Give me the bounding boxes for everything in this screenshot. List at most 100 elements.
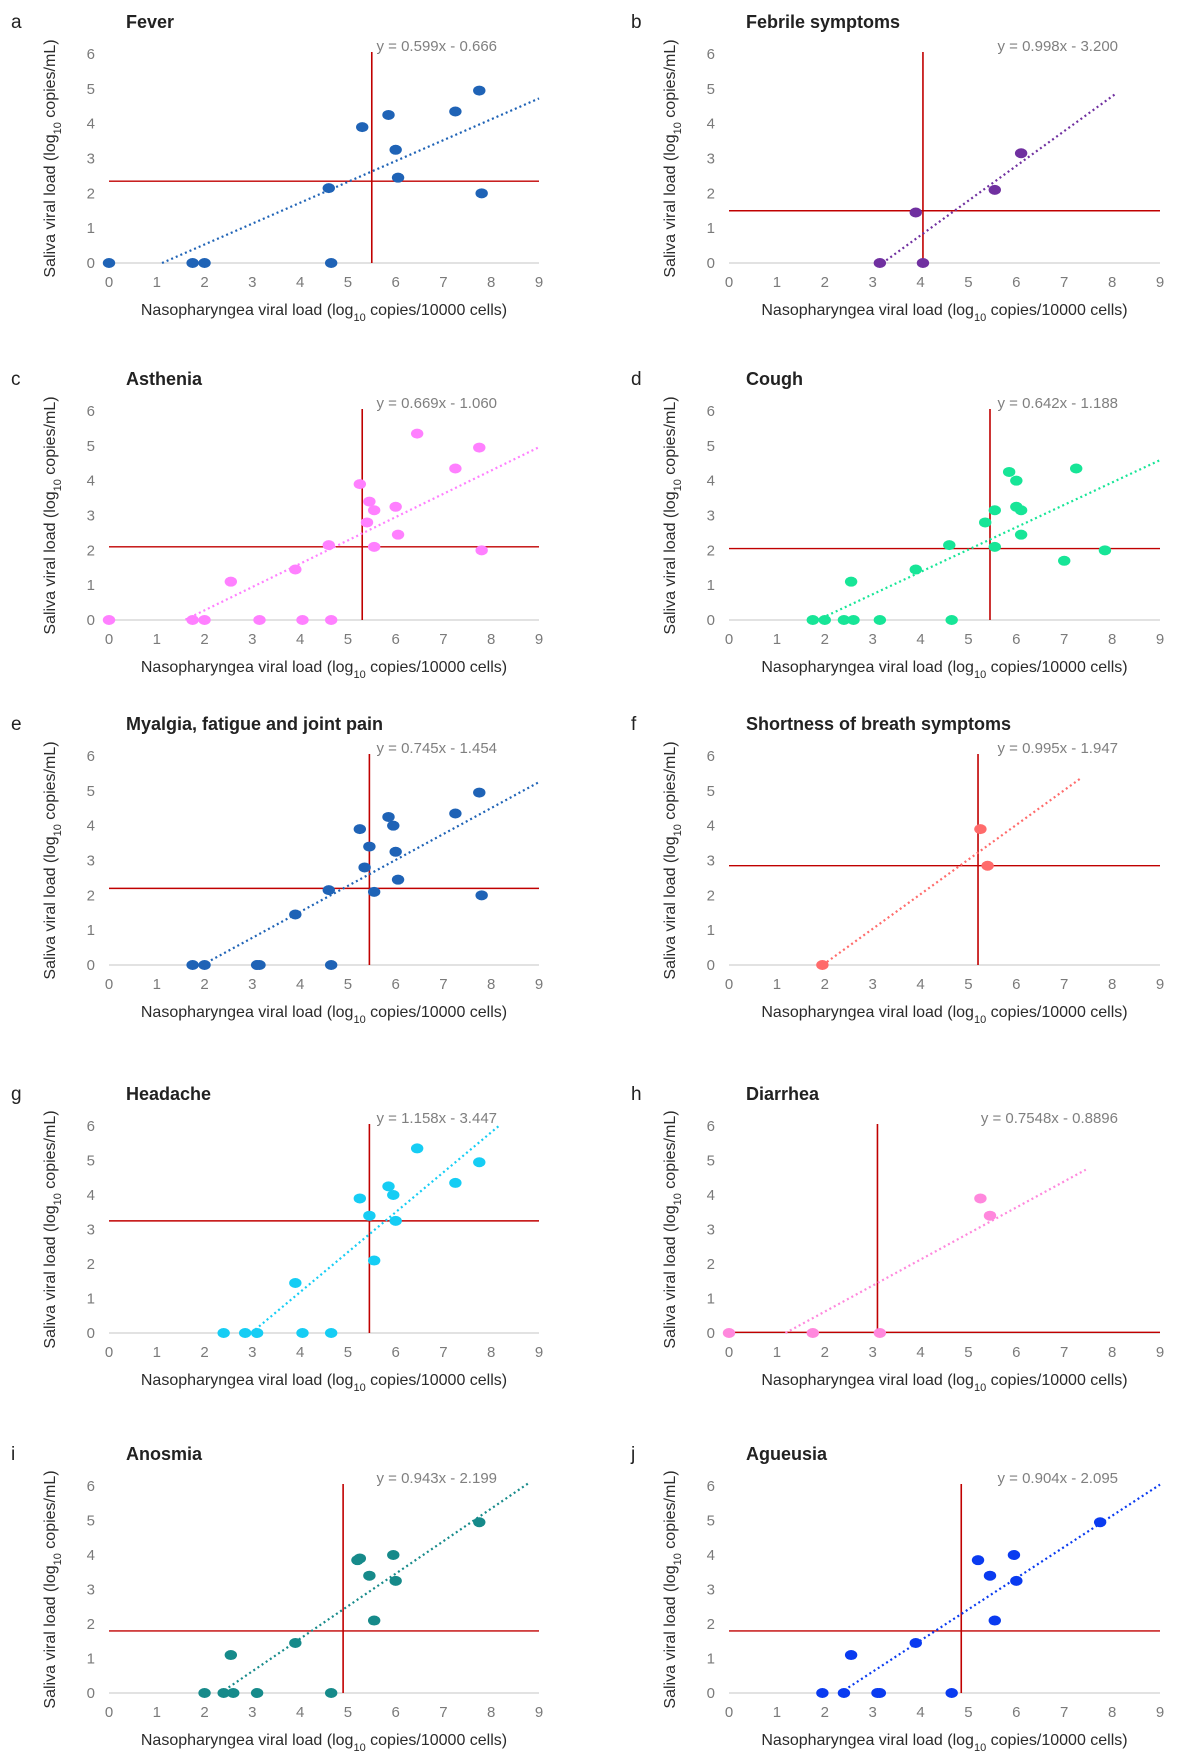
data-point [449, 106, 462, 117]
data-point [983, 1210, 997, 1221]
data-point [387, 1190, 400, 1200]
data-point [909, 1637, 922, 1648]
x-tick-label: 5 [344, 1704, 352, 1721]
y-tick-label: 0 [87, 1325, 95, 1342]
data-point [945, 615, 958, 625]
x-axis-label: Nasopharyngea viral load (log10 copies/1… [761, 659, 1127, 681]
x-tick-label: 3 [248, 1344, 256, 1361]
x-tick-label: 7 [1060, 1344, 1068, 1361]
data-point [1014, 529, 1028, 540]
data-point [324, 960, 338, 970]
data-point [324, 258, 338, 268]
x-tick-label: 2 [821, 1704, 829, 1721]
data-point [873, 258, 887, 268]
x-tick-label: 7 [1060, 631, 1068, 648]
y-tick-label: 3 [87, 1582, 95, 1599]
panel-title: Shortness of breath symptoms [746, 714, 1011, 734]
data-point [988, 184, 1001, 195]
data-point [449, 463, 462, 474]
y-tick-label: 4 [87, 116, 95, 133]
panel-title: Cough [746, 369, 803, 389]
data-point [353, 1553, 367, 1564]
data-point [253, 960, 266, 970]
x-tick-label: 0 [105, 1704, 113, 1721]
data-point [289, 564, 302, 575]
y-tick-label: 0 [707, 612, 715, 629]
trend-line [201, 781, 540, 967]
panel-i: i Anosmia 0 1 2 3 4 5 6 7 8 9 0 1 2 3 4 5 6 Nasopharyngea v… [11, 1444, 543, 1754]
y-tick-label: 3 [87, 1222, 95, 1239]
x-tick-label: 3 [868, 631, 876, 648]
x-tick-label: 5 [964, 1344, 972, 1361]
x-tick-label: 8 [1108, 1704, 1116, 1721]
data-point [974, 824, 987, 835]
x-tick-label: 9 [535, 1344, 543, 1361]
x-tick-label: 1 [773, 1344, 781, 1361]
x-tick-label: 4 [296, 274, 304, 291]
data-point [1010, 475, 1023, 486]
trend-line [784, 1168, 1087, 1334]
x-tick-label: 0 [725, 274, 733, 291]
regression-equation: y = 0.995x - 1.947 [998, 740, 1119, 757]
x-axis-label: Nasopharyngea viral load (log10 copies/1… [141, 659, 507, 681]
x-tick-label: 2 [200, 976, 208, 993]
data-point [186, 960, 199, 970]
x-tick-label: 8 [487, 976, 495, 993]
data-point [909, 564, 922, 575]
trend-line [250, 1125, 500, 1334]
data-point [367, 541, 381, 552]
x-tick-label: 6 [1012, 976, 1020, 993]
y-axis-label: Saliva viral load (log10 copies/mL) [42, 1110, 64, 1348]
x-tick-label: 3 [868, 1704, 876, 1721]
data-point [1098, 545, 1112, 556]
y-tick-label: 6 [707, 1118, 715, 1135]
data-point [1014, 505, 1028, 516]
x-tick-label: 8 [487, 274, 495, 291]
y-tick-label: 0 [707, 957, 715, 974]
x-tick-label: 2 [821, 631, 829, 648]
data-point [186, 615, 199, 625]
data-point [322, 540, 335, 551]
y-tick-label: 1 [707, 220, 715, 237]
y-tick-label: 5 [707, 1153, 715, 1170]
y-tick-label: 6 [707, 1478, 715, 1495]
y-axis-label: Saliva viral load (log10 copies/mL) [42, 396, 64, 634]
y-tick-label: 3 [707, 853, 715, 870]
y-tick-label: 5 [87, 1513, 95, 1530]
data-point [198, 1688, 211, 1698]
y-tick-label: 6 [87, 748, 95, 765]
data-point [250, 1328, 264, 1338]
y-axis-label: Saliva viral load (log10 copies/mL) [42, 39, 64, 277]
x-tick-label: 4 [296, 1344, 304, 1361]
panel-letter: a [11, 12, 22, 33]
x-tick-label: 9 [1156, 1704, 1164, 1721]
data-point [289, 1277, 302, 1288]
x-axis-label: Nasopharyngea viral load (log10 copies/1… [761, 302, 1127, 324]
data-point [1007, 1550, 1021, 1560]
x-tick-label: 7 [439, 976, 447, 993]
y-tick-label: 0 [87, 255, 95, 272]
y-tick-label: 4 [87, 818, 95, 835]
data-point [473, 442, 486, 453]
data-point [943, 540, 956, 551]
x-tick-label: 3 [248, 1704, 256, 1721]
panel-title: Headache [126, 1084, 211, 1104]
regression-equation: y = 0.745x - 1.454 [377, 740, 498, 757]
data-point [353, 1193, 367, 1204]
panel-letter: e [11, 714, 22, 735]
data-point [473, 85, 486, 96]
y-tick-label: 2 [707, 887, 715, 904]
regression-equation: y = 0.7548x - 0.8896 [981, 1110, 1118, 1127]
x-tick-label: 5 [964, 1704, 972, 1721]
x-tick-label: 5 [344, 976, 352, 993]
x-tick-label: 9 [1156, 976, 1164, 993]
y-tick-label: 3 [707, 151, 715, 168]
y-tick-label: 6 [87, 1118, 95, 1135]
data-point [253, 615, 266, 625]
y-tick-label: 1 [87, 1651, 95, 1668]
y-tick-label: 5 [87, 81, 95, 98]
panel-title: Fever [126, 12, 174, 32]
panel-letter: h [631, 1084, 642, 1105]
x-tick-label: 4 [296, 1704, 304, 1721]
panel-letter: d [631, 369, 642, 390]
